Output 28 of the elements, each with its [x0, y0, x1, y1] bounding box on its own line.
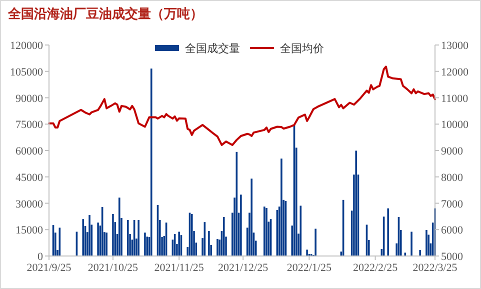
x-tick-label: 2021/12/25 — [218, 262, 269, 274]
y2-tick-label: 7000 — [441, 198, 464, 210]
x-tick-label: 2022/1/25 — [286, 262, 332, 274]
chart-title: 全国沿海油厂豆油成交量（万吨） — [7, 6, 203, 21]
x-tick-label: 2022/3/25 — [412, 262, 458, 274]
y2-tick-label: 10000 — [441, 119, 469, 132]
y-tick-label: 0 — [38, 251, 44, 263]
y-tick-label: 120000 — [10, 40, 44, 52]
y2-tick-label: 8000 — [441, 172, 464, 184]
y-tick-label: 105000 — [10, 66, 44, 78]
y-tick-label: 15000 — [16, 224, 44, 237]
y-tick-label: 45000 — [16, 172, 44, 184]
legend-label: 全国均价 — [280, 43, 324, 55]
x-tick-label: 2021/9/25 — [26, 262, 72, 274]
x-tick-label: 2022/2/25 — [352, 262, 398, 274]
y-tick-label: 30000 — [16, 198, 44, 210]
y2-tick-label: 9000 — [441, 146, 464, 158]
legend-label: 全国成交量 — [185, 42, 240, 55]
y2-tick-label: 5000 — [441, 251, 464, 263]
x-tick-label: 2021/10/25 — [88, 262, 139, 274]
y2-tick-label: 6000 — [441, 224, 464, 237]
y-tick-label: 60000 — [16, 146, 44, 158]
y-tick-label: 90000 — [16, 92, 44, 105]
y-tick-label: 75000 — [16, 119, 44, 132]
y2-tick-label: 11000 — [441, 92, 469, 105]
y2-tick-label: 12000 — [441, 66, 469, 78]
x-tick-label: 2021/11/25 — [154, 262, 204, 274]
y2-tick-label: 13000 — [441, 40, 469, 52]
